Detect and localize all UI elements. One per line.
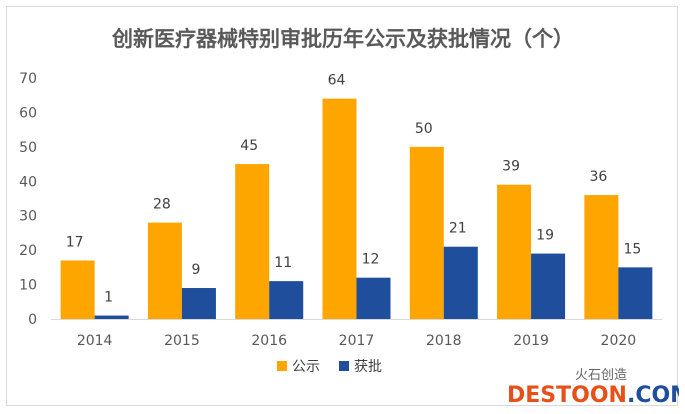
data-label: 1 [104, 290, 113, 306]
bar-huopi-2015 [181, 288, 216, 319]
bar-huopi-2016 [269, 281, 304, 319]
y-tick-label: 20 [19, 243, 37, 259]
y-tick-label: 50 [19, 140, 37, 156]
data-label: 15 [623, 241, 641, 257]
x-tick-label: 2019 [513, 333, 549, 349]
y-tick-label: 30 [19, 209, 37, 225]
watermark-brand: 火石创造 [575, 368, 627, 383]
y-tick-label: 0 [28, 312, 37, 328]
x-tick-label: 2018 [426, 333, 462, 349]
data-label: 9 [191, 262, 200, 278]
legend-swatch [277, 361, 287, 371]
bars [60, 98, 653, 320]
x-tick-label: 2016 [251, 333, 287, 349]
bar-gongshi-2018 [409, 146, 444, 319]
chart-frame: 创新医疗器械特别审批历年公示及获批情况（个） 0 10 20 30 40 50 60 70 2… [6, 6, 679, 407]
data-label: 11 [274, 255, 292, 271]
bar-gongshi-2016 [235, 164, 270, 319]
bar-gongshi-2019 [497, 184, 532, 319]
data-label: 36 [589, 169, 607, 185]
x-axis: 2014 2015 2016 2017 2018 2019 2020 [51, 319, 662, 349]
y-axis: 0 10 20 30 40 50 60 70 [19, 71, 37, 328]
bar-gongshi-2017 [322, 98, 357, 320]
y-tick-label: 40 [19, 174, 37, 190]
legend-label: 获批 [354, 359, 382, 375]
data-label: 21 [449, 221, 467, 237]
y-tick-label: 60 [19, 105, 37, 121]
bar-huopi-2018 [443, 246, 478, 319]
watermark-site: DESTOON.COM [507, 383, 679, 407]
bar-chart: 创新医疗器械特别审批历年公示及获批情况（个） 0 10 20 30 40 50 60 70 2… [19, 27, 679, 407]
legend-label: 公示 [292, 359, 320, 375]
data-label: 64 [328, 73, 346, 89]
x-tick-label: 2014 [77, 333, 113, 349]
data-label: 19 [536, 228, 554, 244]
data-label: 39 [502, 159, 520, 175]
data-label: 50 [415, 121, 433, 137]
bar-gongshi-2014 [60, 260, 95, 319]
bar-huopi-2014 [94, 315, 129, 319]
bar-huopi-2020 [618, 267, 653, 319]
watermark: 火石创造 DESTOON.COM [507, 368, 679, 407]
chart-title: 创新医疗器械特别审批历年公示及获批情况（个） [111, 27, 574, 51]
x-tick-label: 2015 [164, 333, 200, 349]
data-label: 45 [240, 138, 258, 154]
data-label: 17 [66, 234, 84, 250]
watermark-site-main: DESTOON [507, 383, 627, 407]
bar-huopi-2017 [356, 277, 391, 319]
bar-gongshi-2015 [147, 222, 182, 319]
bar-gongshi-2020 [584, 195, 619, 319]
data-label: 12 [362, 252, 380, 268]
y-tick-label: 10 [19, 278, 37, 294]
y-tick-label: 70 [19, 71, 37, 87]
bar-huopi-2019 [531, 253, 566, 319]
legend: 公示 获批 [277, 359, 382, 375]
x-tick-label: 2017 [339, 333, 375, 349]
watermark-site-suffix: .COM [627, 383, 679, 407]
x-tick-label: 2020 [601, 333, 637, 349]
data-label: 28 [153, 197, 171, 213]
legend-swatch [339, 361, 349, 371]
data-labels: 17 1 28 9 45 11 64 12 50 21 39 19 36 15 [66, 73, 642, 306]
